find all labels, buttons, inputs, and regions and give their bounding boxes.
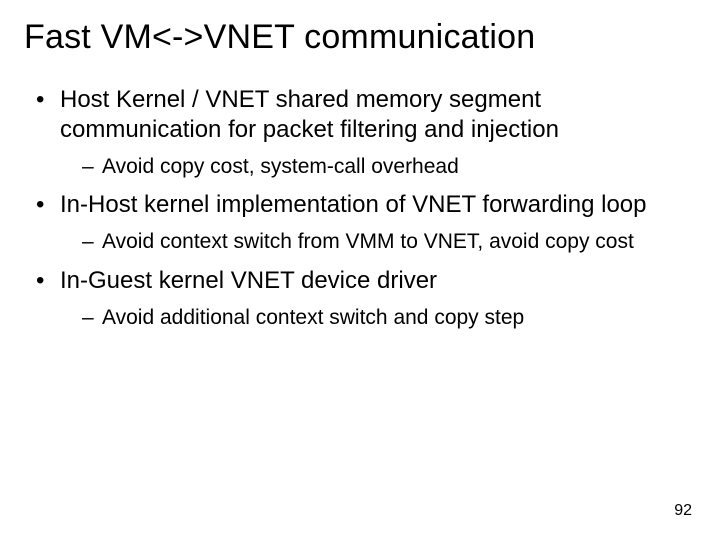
sub-bullet-list: Avoid additional context switch and copy… <box>60 304 696 331</box>
bullet-text: In-Host kernel implementation of VNET fo… <box>60 191 647 218</box>
sub-bullet-item: Avoid additional context switch and copy… <box>82 304 696 331</box>
bullet-list: Host Kernel / VNET shared memory segment… <box>24 85 696 331</box>
bullet-text: In-Guest kernel VNET device driver <box>60 267 437 294</box>
bullet-item: In-Guest kernel VNET device driver Avoid… <box>32 266 696 331</box>
sub-bullet-text: Avoid context switch from VMM to VNET, a… <box>102 230 634 253</box>
sub-bullet-item: Avoid copy cost, system-call overhead <box>82 153 696 180</box>
page-number: 92 <box>674 502 692 520</box>
bullet-item: In-Host kernel implementation of VNET fo… <box>32 190 696 255</box>
slide: Fast VM<->VNET communication Host Kernel… <box>0 0 720 540</box>
sub-bullet-text: Avoid additional context switch and copy… <box>102 306 524 329</box>
sub-bullet-text: Avoid copy cost, system-call overhead <box>102 155 459 178</box>
bullet-text: Host Kernel / VNET shared memory segment… <box>60 86 559 143</box>
slide-title: Fast VM<->VNET communication <box>24 18 696 57</box>
sub-bullet-list: Avoid copy cost, system-call overhead <box>60 153 696 180</box>
sub-bullet-list: Avoid context switch from VMM to VNET, a… <box>60 228 696 255</box>
sub-bullet-item: Avoid context switch from VMM to VNET, a… <box>82 228 696 255</box>
bullet-item: Host Kernel / VNET shared memory segment… <box>32 85 696 180</box>
